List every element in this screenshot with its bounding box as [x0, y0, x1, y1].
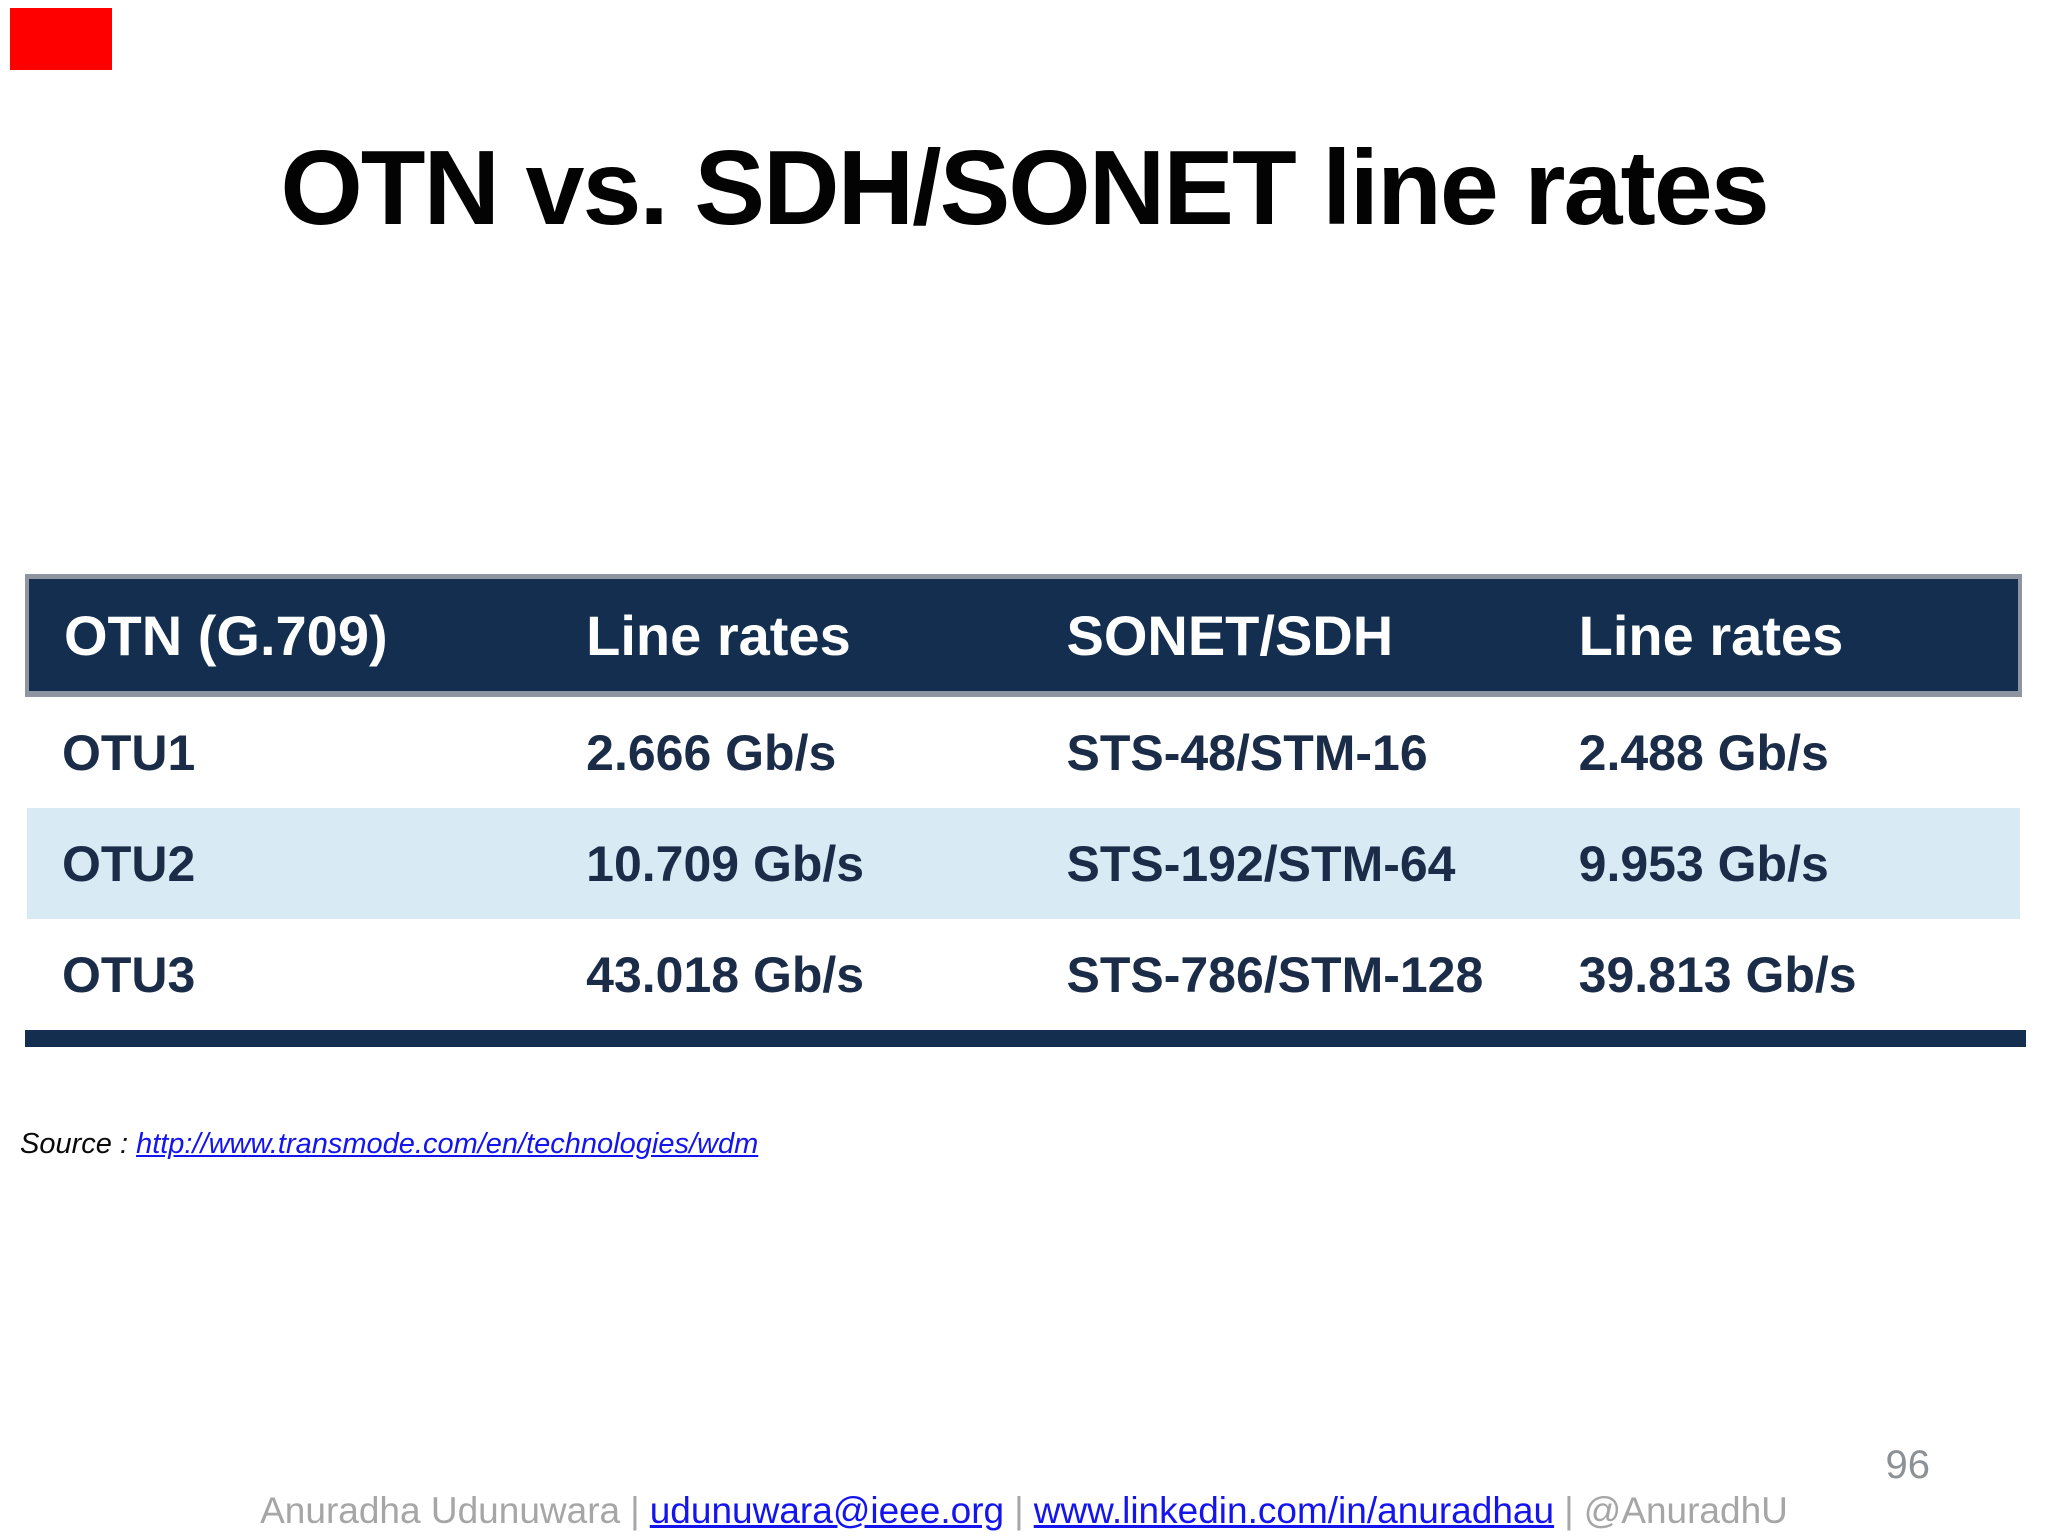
footer-separator: |	[1564, 1490, 1574, 1531]
footer: Anuradha Udunuwara | udunuwara@ieee.org | ww…	[0, 1490, 2048, 1532]
table-row-otu3: OTU3 43.018 Gb/s STS-786/STM-128 39.813 …	[27, 919, 2020, 1030]
footer-twitter-handle: @AnuradhU	[1583, 1490, 1788, 1531]
cell-otu2-rate: 10.709 Gb/s	[551, 808, 1032, 919]
table-bottom-border	[25, 1030, 2026, 1047]
cell-otu2-sonet-rate: 9.953 Gb/s	[1543, 808, 2020, 919]
cell-otu3-sonet: STS-786/STM-128	[1066, 946, 1484, 1003]
cell-otu1-rate: 2.666 Gb/s	[586, 724, 837, 781]
table-row-otu1: OTU1 2.666 Gb/s STS-48/STM-16 2.488 Gb/s	[27, 694, 2020, 808]
source-link[interactable]: http://www.transmode.com/en/technologies…	[136, 1128, 759, 1160]
cell-otu2: OTU2	[27, 808, 552, 919]
cell-otu1: OTU1	[62, 724, 196, 781]
cell-otu2-sonet: STS-192/STM-64	[1031, 808, 1544, 919]
footer-separator: |	[1014, 1490, 1024, 1531]
cell-otu3-rate: 43.018 Gb/s	[586, 946, 865, 1003]
red-marker-rectangle	[10, 8, 112, 70]
footer-email-link[interactable]: udunuwara@ieee.org	[649, 1490, 1005, 1531]
footer-linkedin-link[interactable]: www.linkedin.com/in/anuradhau	[1033, 1490, 1555, 1531]
cell-otu1-sonet: STS-48/STM-16	[1066, 724, 1428, 781]
cell-otu3: OTU3	[62, 946, 196, 1003]
source-line: Source : http://www.transmode.com/en/tec…	[20, 1128, 758, 1161]
header-otn-line-rates: Line rates	[551, 574, 1032, 697]
page-number: 96	[1885, 1443, 1931, 1487]
cell-otu3-sonet-rate: 39.813 Gb/s	[1578, 946, 1857, 1003]
header-sonet-line-rates: Line rates	[1543, 574, 2023, 697]
header-otn: OTN (G.709)	[24, 574, 552, 697]
page-title: OTN vs. SDH/SONET line rates	[280, 129, 1769, 247]
footer-separator: |	[630, 1490, 640, 1531]
header-sonet-sdh: SONET/SDH	[1031, 574, 1544, 697]
line-rates-table: OTN (G.709) Line rates SONET/SDH Line ra…	[24, 574, 2023, 1030]
table-row-otu2: OTU2 10.709 Gb/s STS-192/STM-64 9.953 Gb…	[27, 808, 2020, 919]
line-rates-table-container: OTN (G.709) Line rates SONET/SDH Line ra…	[24, 574, 2026, 1047]
cell-otu1-sonet-rate: 2.488 Gb/s	[1578, 724, 1829, 781]
footer-author-name: Anuradha Udunuwara	[260, 1490, 621, 1531]
table-header-row: OTN (G.709) Line rates SONET/SDH Line ra…	[24, 574, 2023, 697]
source-label: Source :	[20, 1128, 128, 1160]
